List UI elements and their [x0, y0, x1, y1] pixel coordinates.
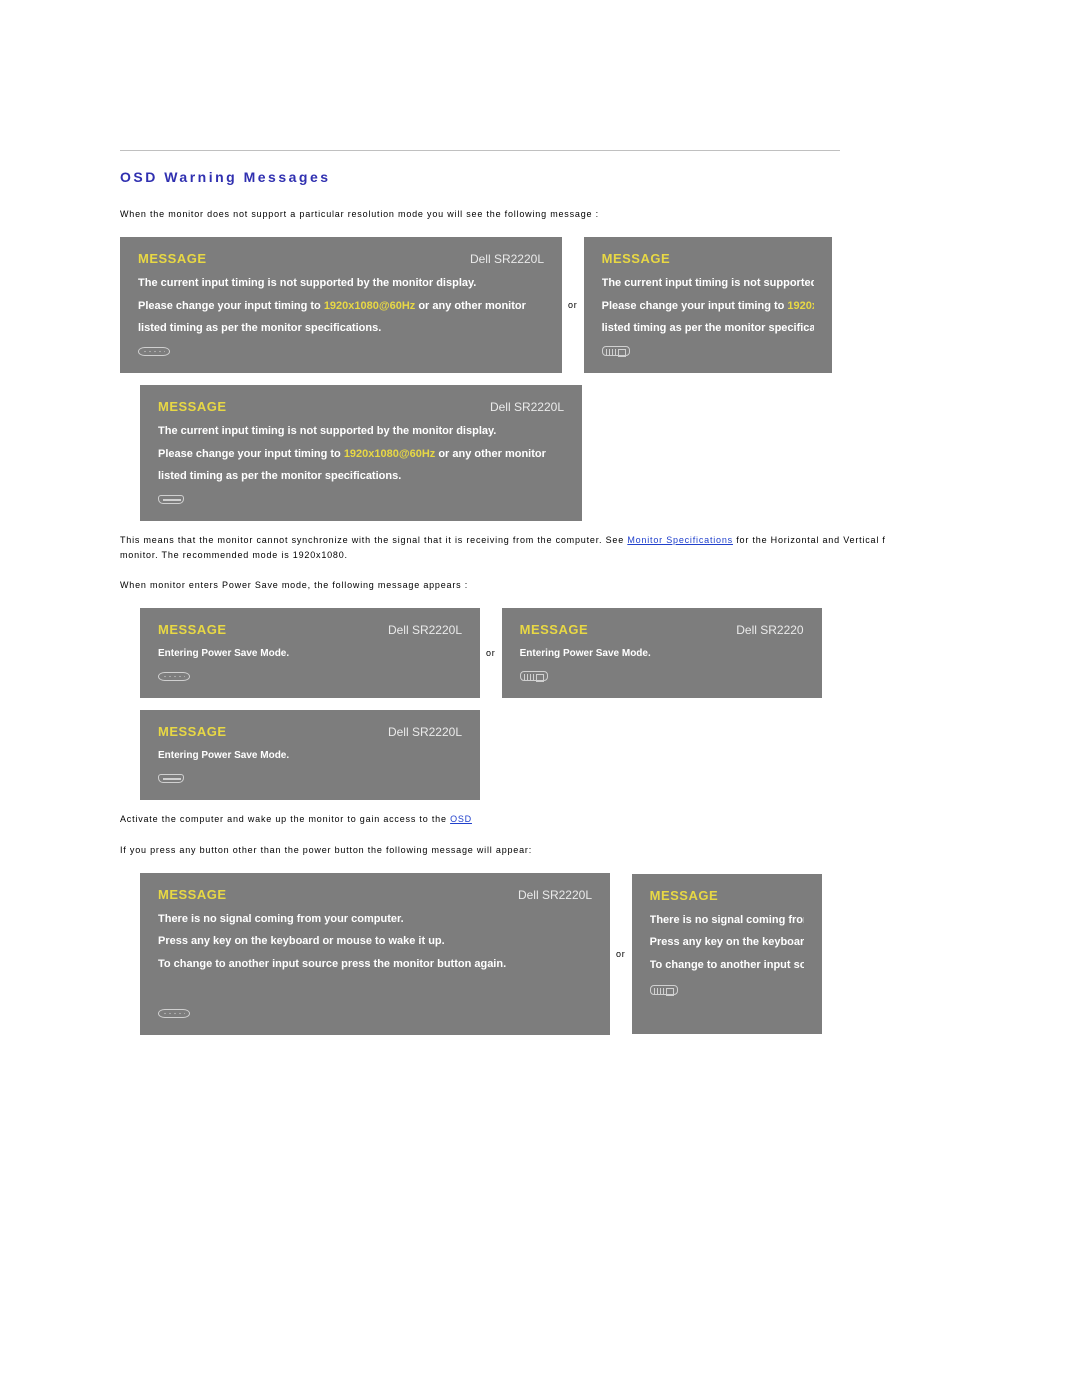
monitor-spec-link[interactable]: Monitor Specifications: [627, 535, 733, 545]
osd-link[interactable]: OSD: [450, 814, 472, 824]
osd-text-line: Please change your input timing to 1920x…: [158, 447, 564, 461]
powersave-intro: When monitor enters Power Save mode, the…: [120, 578, 1080, 592]
osd-label: MESSAGE: [650, 888, 719, 903]
osd-text-line: Please change your input timing to 1920x…: [602, 299, 814, 313]
divider: [120, 150, 840, 151]
osd-label: MESSAGE: [138, 251, 207, 266]
or-label: or: [480, 648, 502, 658]
hdmi-port-icon: [158, 774, 184, 783]
osd-text-line: listed timing as per the monitor specifi…: [158, 469, 564, 483]
osd-timing-hdmi: MESSAGE Dell SR2220L The current input t…: [140, 385, 582, 521]
osd-text-line: To change to another input sour: [650, 958, 804, 972]
osd-label: MESSAGE: [158, 887, 227, 902]
osd-text-line: listed timing as per the monitor specifi…: [138, 321, 544, 335]
vga-port-icon: [158, 672, 190, 681]
osd-timing-dvi-clipped: MESSAGE The current input timing is not …: [584, 237, 832, 373]
osd-row-powersave-1: MESSAGE Dell SR2220L Entering Power Save…: [140, 608, 1080, 698]
or-label: or: [610, 949, 632, 959]
osd-model: Dell SR2220L: [470, 252, 544, 266]
dvi-port-icon: [520, 671, 548, 681]
osd-label: MESSAGE: [158, 399, 227, 414]
osd-text-line: The current input timing is not supporte…: [602, 276, 814, 290]
osd-model: Dell SR2220L: [490, 400, 564, 414]
hdmi-port-icon: [158, 495, 184, 504]
osd-text-line: listed timing as per the monitor specifi…: [602, 321, 814, 335]
osd-nosignal-vga: MESSAGE Dell SR2220L There is no signal …: [140, 873, 610, 1035]
osd-text-line: Press any key on the keyboard or mouse t…: [158, 934, 592, 948]
dvi-port-icon: [602, 346, 630, 356]
osd-row-timing-1: MESSAGE Dell SR2220L The current input t…: [120, 237, 1080, 373]
osd-text-line: There is no signal coming from your comp…: [158, 912, 592, 926]
osd-text-line: Please change your input timing to 1920x…: [138, 299, 544, 313]
section-title: OSD Warning Messages: [120, 169, 1080, 185]
osd-nosignal-dvi-clipped: MESSAGE There is no signal coming from y…: [632, 874, 822, 1034]
osd-powersave-vga: MESSAGE Dell SR2220L Entering Power Save…: [140, 608, 480, 698]
vga-port-icon: [158, 1009, 190, 1018]
osd-label: MESSAGE: [602, 251, 671, 266]
activate-text: Activate the computer and wake up the mo…: [120, 812, 1080, 826]
osd-text-line: To change to another input source press …: [158, 957, 592, 971]
osd-row-timing-2: MESSAGE Dell SR2220L The current input t…: [120, 385, 1080, 521]
osd-label: MESSAGE: [158, 724, 227, 739]
or-label: or: [562, 300, 584, 310]
osd-text-line: Entering Power Save Mode.: [158, 647, 462, 660]
anybutton-intro: If you press any button other than the p…: [120, 843, 1080, 857]
osd-powersave-dvi: MESSAGE Dell SR2220 Entering Power Save …: [502, 608, 822, 698]
osd-model: Dell SR2220L: [388, 725, 462, 739]
osd-text-line: Entering Power Save Mode.: [520, 647, 804, 660]
osd-text-line: Press any key on the keyboard o: [650, 935, 804, 949]
vga-port-icon: [138, 347, 170, 356]
osd-label: MESSAGE: [158, 622, 227, 637]
osd-model: Dell SR2220L: [388, 623, 462, 637]
osd-powersave-hdmi: MESSAGE Dell SR2220L Entering Power Save…: [140, 710, 480, 800]
osd-text-line: The current input timing is not supporte…: [138, 276, 544, 290]
osd-row-powersave-2: MESSAGE Dell SR2220L Entering Power Save…: [140, 710, 1080, 800]
osd-text-line: Entering Power Save Mode.: [158, 749, 462, 762]
osd-label: MESSAGE: [520, 622, 589, 637]
osd-row-nosignal: MESSAGE Dell SR2220L There is no signal …: [140, 873, 1080, 1035]
osd-timing-vga: MESSAGE Dell SR2220L The current input t…: [120, 237, 562, 373]
osd-model: Dell SR2220L: [518, 888, 592, 902]
osd-text-line: The current input timing is not supporte…: [158, 424, 564, 438]
sync-text: This means that the monitor cannot synch…: [120, 533, 1080, 562]
dvi-port-icon: [650, 985, 678, 995]
intro-text: When the monitor does not support a part…: [120, 207, 1080, 221]
page-content: OSD Warning Messages When the monitor do…: [0, 0, 1080, 1035]
osd-text-line: There is no signal coming from y: [650, 913, 804, 927]
osd-model: Dell SR2220: [736, 623, 803, 637]
